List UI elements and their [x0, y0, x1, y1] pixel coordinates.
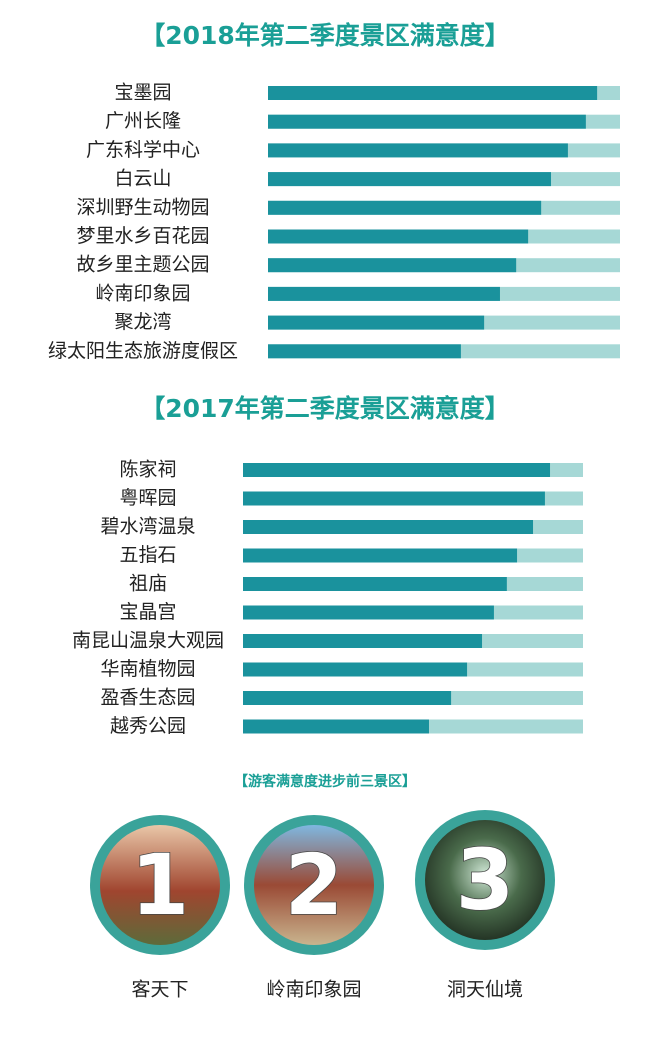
category-label: 南昆山温泉大观园 — [72, 630, 224, 652]
bar — [243, 577, 507, 591]
charts: 【2018年第二季度景区满意度】宝墨园广州长隆广东科学中心白云山深圳野生动物园梦… — [48, 21, 620, 737]
badge-photo — [254, 825, 374, 945]
attraction-name: 客天下 — [131, 979, 188, 1001]
bar — [268, 315, 485, 330]
bar — [243, 463, 551, 477]
rank-number: 2 — [285, 836, 343, 934]
bar — [268, 86, 598, 100]
category-label: 华南植物园 — [100, 658, 195, 680]
category-label: 梦里水乡百花园 — [76, 225, 209, 247]
badge-photo — [425, 820, 545, 940]
bar — [243, 691, 452, 705]
category-label: 碧水湾温泉 — [100, 516, 195, 538]
bar — [268, 286, 500, 301]
attraction-name: 洞天仙境 — [447, 979, 523, 1001]
category-label: 祖庙 — [129, 573, 167, 595]
category-label: 广东科学中心 — [86, 139, 200, 161]
top-three: 【游客满意度进步前三景区】 1 客天下 2 岭南印象园 3 洞天仙境 — [90, 773, 555, 1001]
bar — [243, 634, 483, 648]
bar — [243, 719, 429, 734]
bar — [268, 258, 517, 273]
bar — [243, 662, 468, 677]
badge-photo — [100, 825, 220, 945]
chart-title: 【2017年第二季度景区满意度】 — [140, 394, 510, 423]
rank-number: 1 — [131, 836, 189, 934]
rank-number: 3 — [456, 831, 514, 929]
category-label: 越秀公园 — [110, 715, 186, 737]
chart-title: 【2018年第二季度景区满意度】 — [140, 21, 510, 50]
bar — [268, 143, 568, 158]
bar — [268, 172, 552, 187]
category-label: 粤晖园 — [119, 487, 176, 509]
category-label: 聚龙湾 — [114, 311, 171, 333]
category-label: 宝晶宫 — [119, 601, 176, 623]
category-label: 岭南印象园 — [95, 282, 190, 304]
bar — [268, 200, 542, 215]
attraction-name: 岭南印象园 — [266, 979, 361, 1001]
bar — [268, 229, 529, 244]
category-label: 五指石 — [119, 544, 176, 566]
category-label: 宝墨园 — [114, 82, 171, 104]
bar — [243, 605, 494, 620]
category-label: 深圳野生动物园 — [76, 196, 209, 218]
category-label: 盈香生态园 — [100, 687, 195, 709]
category-label: 广州长隆 — [105, 110, 181, 132]
section-title: 【游客满意度进步前三景区】 — [234, 773, 416, 790]
bar — [243, 548, 518, 563]
category-label: 绿太阳生态旅游度假区 — [48, 340, 238, 362]
category-label: 陈家祠 — [119, 459, 176, 481]
bar — [243, 491, 545, 506]
bar — [243, 520, 534, 534]
category-label: 故乡里主题公园 — [76, 254, 209, 276]
category-label: 白云山 — [114, 168, 171, 190]
bar — [268, 344, 461, 359]
bar — [268, 114, 586, 129]
